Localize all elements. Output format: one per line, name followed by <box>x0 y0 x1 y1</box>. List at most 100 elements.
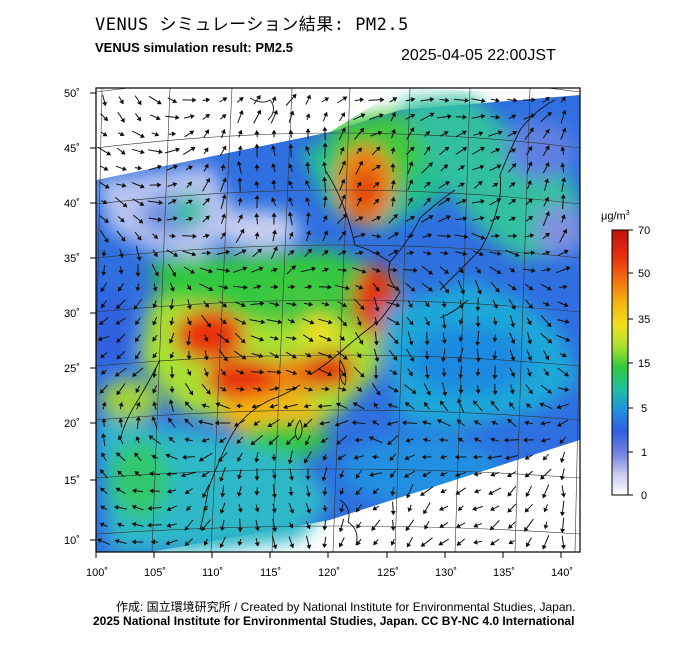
wind-arrow-head <box>373 402 379 408</box>
wind-arrow-head <box>372 420 378 425</box>
wind-arrow-head <box>373 375 379 380</box>
wind-arrow-head <box>356 181 362 187</box>
wind-arrow-head <box>139 201 145 206</box>
wind-arrow-head <box>151 454 157 460</box>
wind-arrow-head <box>237 528 243 533</box>
wind-arrow-head <box>327 284 332 290</box>
wind-arrow-head <box>404 402 410 407</box>
wind-arrow-head <box>357 197 362 202</box>
wind-arrow-head <box>457 506 463 511</box>
wind-arrow-head <box>438 540 444 546</box>
wind-arrow-head <box>425 321 430 326</box>
wind-arrow-head <box>492 355 498 360</box>
wind-arrow-head <box>544 145 550 151</box>
wind-arrow-head <box>525 403 531 409</box>
wind-arrow-head <box>461 130 467 136</box>
wind-arrow-head <box>472 506 477 512</box>
wind-arrow-head <box>187 199 193 205</box>
wind-arrow-head <box>545 250 551 256</box>
timestamp: 2025-04-05 22:00JST <box>401 47 556 64</box>
wind-arrow-head <box>379 113 384 119</box>
wind-arrow-head <box>150 539 156 545</box>
wind-arrow-head <box>152 336 157 342</box>
wind-arrow-head <box>525 492 531 498</box>
wind-arrow-head <box>155 115 161 121</box>
wind-arrow-head <box>254 526 260 532</box>
wind-arrow-head <box>186 285 192 291</box>
wind-arrow-head <box>275 301 280 307</box>
wind-arrow-head <box>487 455 492 460</box>
wind-arrow-head <box>462 251 468 257</box>
wind-arrow-head <box>271 229 277 235</box>
wind-arrow-head <box>511 114 517 120</box>
wind-arrow-head <box>260 319 266 325</box>
wind-arrow-head <box>390 473 395 479</box>
wind-arrow-head <box>237 508 243 513</box>
wind-arrow-head <box>308 337 314 342</box>
lon-label: 125˚ <box>377 567 399 579</box>
wind-arrow-head <box>360 113 366 119</box>
wind-arrow-head <box>528 285 534 291</box>
wind-arrow-head <box>443 131 449 136</box>
wind-arrow-head <box>190 146 196 152</box>
wind-arrow-head <box>410 215 416 221</box>
wind-arrow-head <box>546 389 552 394</box>
wind-arrow-head <box>560 544 566 550</box>
wind-arrow-head <box>460 165 465 170</box>
wind-arrow-head <box>204 129 210 135</box>
wind-arrow-head <box>288 163 294 169</box>
wind-arrow-head <box>118 435 123 441</box>
wind-arrow-head <box>544 301 550 307</box>
wind-arrow-head <box>525 542 531 548</box>
wind-arrow-head <box>458 320 464 325</box>
wind-arrow-head <box>493 303 498 309</box>
wind-arrow-head <box>182 454 187 460</box>
wind-arrow-head <box>184 418 190 424</box>
wind-arrow-head <box>271 508 277 514</box>
wind-arrow-head <box>338 542 344 548</box>
wind-arrow-head <box>444 269 449 274</box>
wind-arrow-head <box>258 353 264 359</box>
wind-arrow-head <box>292 301 297 307</box>
wind-arrow-head <box>458 304 464 310</box>
wind-arrow-head <box>99 487 105 493</box>
wind-arrow-head <box>425 131 431 136</box>
wind-arrow-head <box>339 146 345 152</box>
wind-arrow-head <box>460 289 465 295</box>
wind-arrow-head <box>186 506 191 511</box>
wind-arrow-head <box>117 470 123 476</box>
wind-arrow-head <box>393 213 398 219</box>
wind-arrow-head <box>355 507 361 513</box>
wind-arrow-head <box>165 453 171 459</box>
wind-arrow-head <box>135 272 141 277</box>
wind-arrow-head <box>114 371 120 377</box>
wind-arrow-head <box>208 268 214 274</box>
wind-arrow-head <box>340 178 346 184</box>
wind-arrow-head <box>510 267 516 273</box>
wind-arrow-head <box>240 386 245 392</box>
wind-arrow-head <box>188 216 194 222</box>
wind-arrow-head <box>254 541 260 547</box>
wind-arrow-head <box>118 417 124 423</box>
wind-arrow-head <box>186 355 192 360</box>
wind-arrow-head <box>439 523 445 528</box>
wind-arrow-head <box>339 508 345 513</box>
wind-arrow-head <box>342 355 348 360</box>
wind-arrow-head <box>135 320 140 326</box>
wind-arrow-head <box>157 216 163 222</box>
wind-arrow-head <box>152 353 158 359</box>
wind-arrow-head <box>409 356 415 362</box>
wind-arrow-head <box>354 437 359 443</box>
wind-arrow-head <box>342 302 348 307</box>
wind-arrow-head <box>184 401 190 407</box>
wind-arrow-head <box>122 202 128 208</box>
wind-arrow-head <box>97 336 103 342</box>
wind-arrow-head <box>304 440 310 446</box>
wind-arrow-head <box>101 418 107 423</box>
wind-arrow-head <box>459 268 464 274</box>
wind-arrow-head <box>390 147 396 152</box>
wind-arrow-head <box>256 95 261 100</box>
wind-arrow-head <box>369 472 374 478</box>
wind-arrow-head <box>564 386 570 392</box>
wind-arrow-head <box>254 476 260 481</box>
